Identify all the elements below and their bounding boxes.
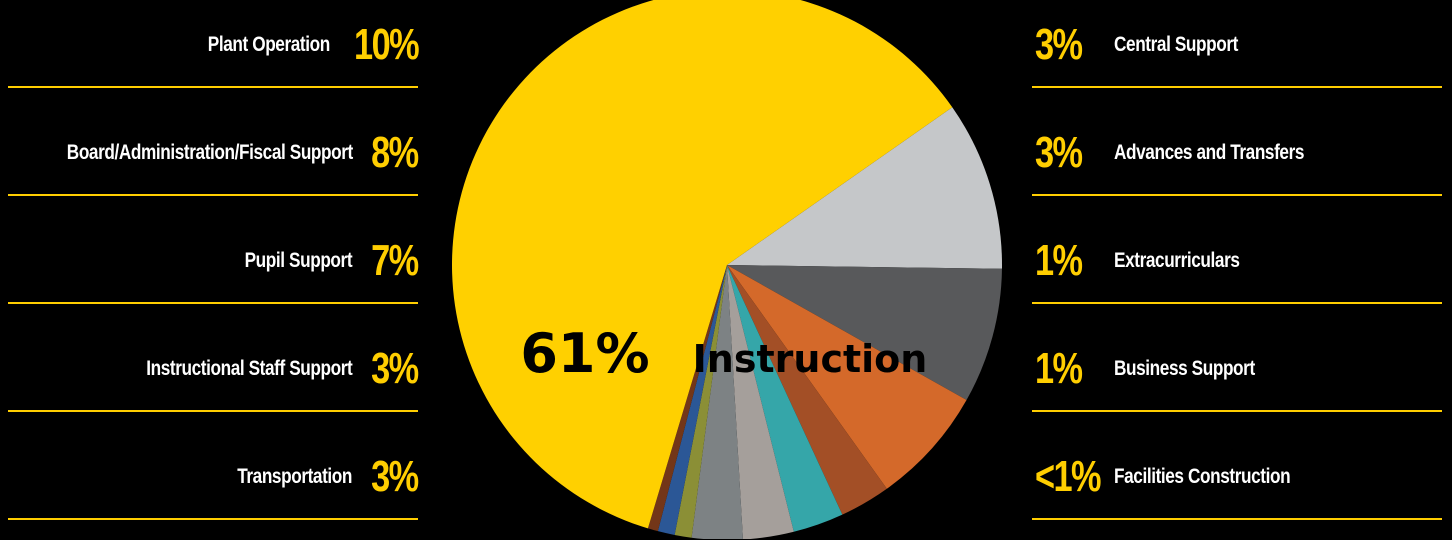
legend-label: Plant Operation xyxy=(207,33,330,56)
pie-slice-transportation xyxy=(727,265,843,532)
legend-percent: 8% xyxy=(371,128,420,177)
legend-row-advances-and-transfers: 3% Advances and Transfers xyxy=(1032,108,1442,216)
center-label: Instruction xyxy=(693,337,928,381)
pie-slice-instructional-staff-support xyxy=(727,265,887,515)
legend-label: Transportation xyxy=(237,465,353,488)
pie-slice-instruction xyxy=(452,0,953,529)
legend-row-facilities-construction: <1% Facilities Construction xyxy=(1032,432,1442,540)
legend-row-transportation: Transportation 3% xyxy=(8,432,420,540)
pie-slices xyxy=(452,0,1002,539)
legend-row-business-support: 1% Business Support xyxy=(1032,324,1442,432)
legend-label: Facilities Construction xyxy=(1114,465,1291,488)
pie-slice-board-administration-fiscal-support xyxy=(727,265,1002,401)
legend-percent: 10% xyxy=(353,20,420,69)
divider xyxy=(8,302,418,304)
legend-percent: 1% xyxy=(1035,344,1083,393)
legend-row-extracurriculars: 1% Extracurriculars xyxy=(1032,216,1442,324)
pie-slice-advances-and-transfers xyxy=(691,265,743,539)
pie-slice-extracurriculars xyxy=(674,265,727,538)
pie-slice-plant-operation xyxy=(727,107,1002,269)
legend-percent: 3% xyxy=(1035,20,1083,69)
legend-percent: 3% xyxy=(371,452,420,501)
legend-percent: 1% xyxy=(1035,236,1083,285)
divider xyxy=(1032,410,1442,412)
legend-label: Advances and Transfers xyxy=(1114,141,1305,164)
divider xyxy=(8,194,418,196)
legend-label: Pupil Support xyxy=(244,249,353,272)
pie-slice-facilities-construction xyxy=(647,265,727,532)
center-percent: 61% xyxy=(520,322,649,385)
legend-label: Business Support xyxy=(1114,357,1255,380)
pie-slice-business-support xyxy=(657,265,727,535)
pie-slice-pupil-support xyxy=(727,265,967,489)
legend-label: Instructional Staff Support xyxy=(146,357,353,380)
legend-right: 3% Central Support 3% Advances and Trans… xyxy=(1032,0,1442,540)
divider xyxy=(1032,518,1442,520)
legend-percent: 3% xyxy=(1035,128,1083,177)
legend-percent: <1% xyxy=(1035,452,1102,501)
pie-slice-central-support xyxy=(727,265,794,539)
legend-row-board-administration: Board/Administration/Fiscal Support 8% xyxy=(8,108,420,216)
legend-label: Central Support xyxy=(1114,33,1238,56)
legend-label: Extracurriculars xyxy=(1114,249,1240,272)
legend-row-plant-operation: Plant Operation 10% xyxy=(8,0,420,108)
legend-row-central-support: 3% Central Support xyxy=(1032,0,1442,108)
divider xyxy=(8,518,418,520)
legend-row-instructional-staff-support: Instructional Staff Support 3% xyxy=(8,324,420,432)
divider xyxy=(1032,86,1442,88)
legend-row-pupil-support: Pupil Support 7% xyxy=(8,216,420,324)
legend-label: Board/Administration/Fiscal Support xyxy=(66,141,353,164)
divider xyxy=(1032,302,1442,304)
legend-left: Plant Operation 10% Board/Administration… xyxy=(8,0,420,540)
legend-percent: 3% xyxy=(371,344,420,393)
divider xyxy=(1032,194,1442,196)
divider xyxy=(8,410,418,412)
divider xyxy=(8,86,418,88)
legend-percent: 7% xyxy=(371,236,420,285)
